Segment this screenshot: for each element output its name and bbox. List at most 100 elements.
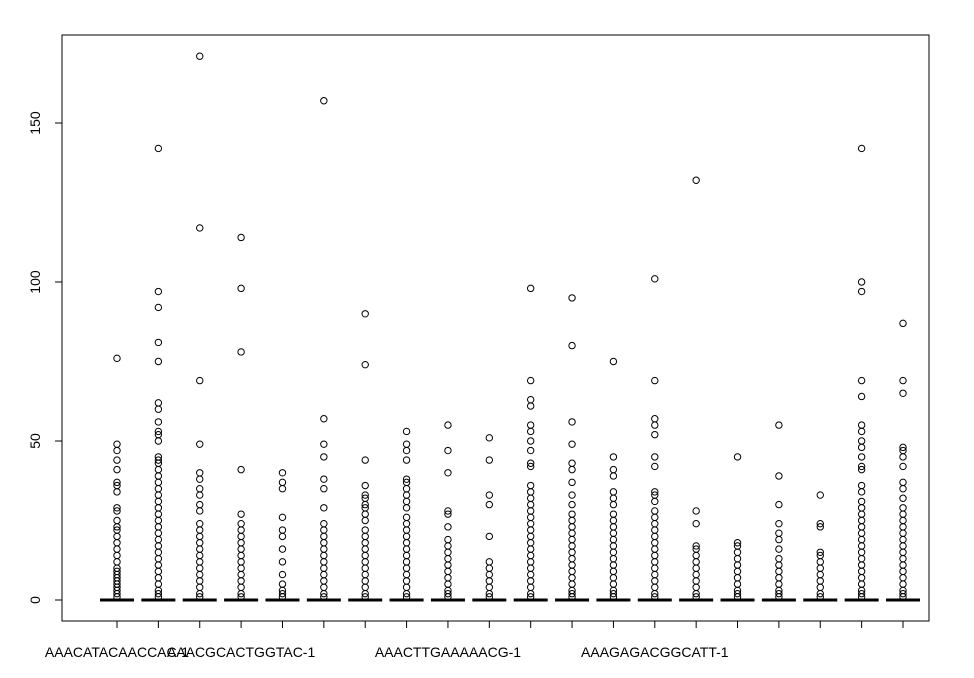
outlier-point — [899, 319, 907, 328]
outlier-point — [857, 504, 866, 512]
outlier-point — [485, 532, 494, 541]
outlier-point — [857, 589, 866, 598]
outlier-point — [320, 532, 328, 541]
outlier-point — [154, 548, 163, 556]
box-1 — [100, 354, 134, 602]
outlier-point — [237, 577, 245, 585]
x-tick-label: AAACGCACTGGTAC-1 — [167, 644, 316, 660]
outlier-point — [278, 532, 287, 541]
outlier-point — [154, 472, 163, 480]
outlier-point — [775, 472, 783, 480]
outlier-point — [651, 507, 659, 515]
outlier-point — [237, 551, 245, 560]
outlier-point — [196, 500, 204, 509]
outlier-point — [816, 519, 824, 528]
outlier-point — [196, 507, 204, 515]
outlier-point — [237, 348, 245, 356]
outlier-point — [526, 551, 535, 560]
outlier-point — [899, 453, 907, 461]
outlier-point — [857, 488, 866, 496]
outlier-point — [526, 577, 535, 585]
outlier-point — [485, 456, 494, 464]
outlier-point — [568, 341, 576, 350]
outlier-point — [526, 459, 535, 467]
outlier-point — [816, 558, 824, 566]
outlier-point — [899, 529, 907, 537]
outlier-point — [154, 593, 163, 601]
outlier-point — [568, 510, 576, 518]
outlier-point — [899, 478, 907, 487]
outlier-point — [857, 392, 866, 401]
outlier-point — [444, 510, 452, 518]
outlier-point — [361, 491, 369, 499]
outlier-point — [402, 551, 411, 560]
outlier-point — [816, 548, 824, 556]
outlier-point — [196, 539, 204, 547]
box-12 — [555, 294, 590, 602]
outlier-point — [361, 500, 369, 509]
outlier-point — [568, 491, 576, 499]
outlier-point — [526, 437, 535, 445]
outlier-point — [402, 532, 411, 541]
outlier-point — [775, 519, 783, 528]
box-11 — [513, 284, 548, 602]
outlier-point — [899, 510, 907, 518]
outlier-point — [568, 593, 576, 601]
outlier-point — [526, 421, 535, 429]
outlier-point — [733, 554, 742, 563]
outlier-point — [692, 519, 700, 528]
box-18 — [803, 491, 838, 602]
outlier-point — [609, 523, 618, 531]
outlier-point — [857, 535, 866, 544]
outlier-point — [402, 440, 411, 448]
outlier-point — [361, 570, 369, 579]
outlier-point — [154, 491, 163, 499]
outlier-point — [609, 589, 618, 598]
outlier-point — [237, 539, 245, 547]
outlier-point — [444, 446, 452, 455]
boxes — [100, 52, 920, 602]
outlier-point — [278, 513, 287, 522]
outlier-point — [196, 589, 204, 598]
outlier-point — [154, 561, 163, 569]
outlier-point — [899, 580, 907, 588]
outlier-point — [857, 523, 866, 531]
outlier-point — [113, 551, 121, 560]
outlier-point — [113, 354, 121, 363]
outlier-point — [899, 523, 907, 531]
outlier-point — [651, 519, 659, 528]
outlier-point — [154, 529, 163, 537]
outlier-point — [568, 516, 576, 525]
outlier-point — [361, 551, 369, 560]
outlier-point — [526, 583, 535, 591]
outlier-point — [568, 418, 576, 426]
outlier-point — [154, 542, 163, 550]
outlier-point — [402, 539, 411, 547]
outlier-point — [899, 589, 907, 598]
outlier-point — [278, 469, 287, 477]
outlier-point — [444, 542, 452, 550]
outlier-point — [278, 593, 287, 601]
outlier-point — [278, 580, 287, 588]
outlier-point — [651, 376, 659, 385]
outlier-point — [775, 554, 783, 563]
outlier-point — [113, 589, 121, 598]
outlier-point — [651, 532, 659, 541]
outlier-point — [154, 535, 163, 544]
outlier-point — [733, 539, 742, 547]
outlier-point — [320, 551, 328, 560]
outlier-point — [651, 558, 659, 566]
outlier-point — [609, 574, 618, 582]
outlier-point — [899, 494, 907, 502]
box-4 — [224, 233, 259, 602]
outlier-point — [899, 485, 907, 493]
outlier-point — [196, 570, 204, 579]
box-6 — [306, 97, 341, 602]
outlier-point — [775, 561, 783, 569]
outlier-point — [154, 497, 163, 506]
outlier-point — [651, 513, 659, 522]
outlier-point — [733, 561, 742, 569]
outlier-point — [651, 421, 659, 429]
